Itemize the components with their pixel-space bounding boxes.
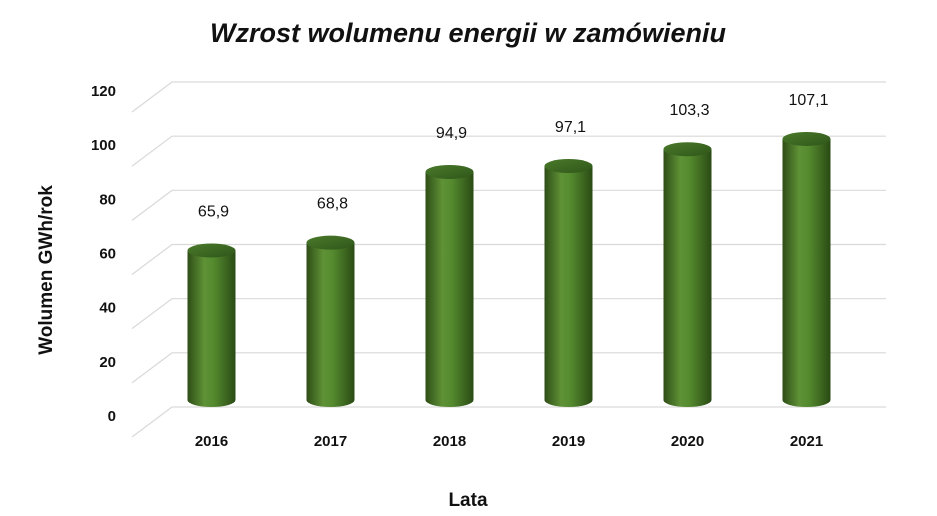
- y-tick-label: 80: [99, 191, 116, 208]
- bar: [425, 164, 474, 408]
- gridline: [131, 298, 886, 330]
- y-tick-label: 100: [91, 137, 116, 154]
- y-tick-label: 40: [99, 300, 116, 317]
- data-label: 97,1: [555, 119, 586, 136]
- data-label: 94,9: [436, 125, 467, 142]
- bar-body: [663, 149, 712, 408]
- bar-body: [306, 242, 355, 408]
- bar-body: [187, 250, 236, 408]
- bars: [187, 131, 831, 408]
- data-label: 68,8: [317, 196, 348, 213]
- gridlines: [131, 81, 886, 438]
- bar: [663, 142, 712, 408]
- bar-top: [425, 164, 474, 179]
- gridline: [131, 189, 886, 221]
- bar-top: [782, 131, 831, 146]
- y-tick-label: 20: [99, 354, 116, 371]
- bar-top: [306, 235, 355, 250]
- gridline: [131, 406, 886, 438]
- gridline: [131, 135, 886, 167]
- gridline: [131, 81, 886, 113]
- bar: [187, 243, 236, 408]
- x-tick-label: 2018: [433, 433, 466, 450]
- gridline: [131, 243, 886, 275]
- bar-top: [187, 243, 236, 258]
- bar-body: [544, 166, 593, 408]
- bar: [544, 159, 593, 408]
- x-tick-label: 2021: [790, 433, 823, 450]
- data-label: 107,1: [788, 92, 828, 109]
- data-label: 103,3: [669, 102, 709, 119]
- x-tick-label: 2020: [671, 433, 704, 450]
- y-tick-label: 60: [99, 246, 116, 263]
- y-axis-label: Wolumen GWh/rok: [36, 185, 57, 355]
- y-tick-label: 120: [91, 83, 116, 100]
- x-tick-label: 2016: [195, 433, 228, 450]
- data-labels: 65,9 68,8 94,9 97,1 103,3 107,1: [198, 92, 829, 221]
- bar: [782, 131, 831, 408]
- chart-title: Wzrost wolumenu energii w zamówieniu: [210, 18, 727, 48]
- x-tick-labels: 2016 2017 2018 2019 2020 2021: [195, 433, 823, 450]
- x-axis-label: Lata: [448, 490, 488, 511]
- x-tick-label: 2017: [314, 433, 347, 450]
- data-label: 65,9: [198, 204, 229, 221]
- bar-top: [663, 142, 712, 157]
- gridline: [131, 352, 886, 384]
- x-tick-label: 2019: [552, 433, 585, 450]
- y-tick-labels: 0 20 40 60 80 100 120: [91, 83, 116, 425]
- y-tick-label: 0: [108, 408, 116, 425]
- bar-top: [544, 159, 593, 174]
- bar-body: [782, 138, 831, 408]
- bar-body: [425, 171, 474, 408]
- bar: [306, 235, 355, 408]
